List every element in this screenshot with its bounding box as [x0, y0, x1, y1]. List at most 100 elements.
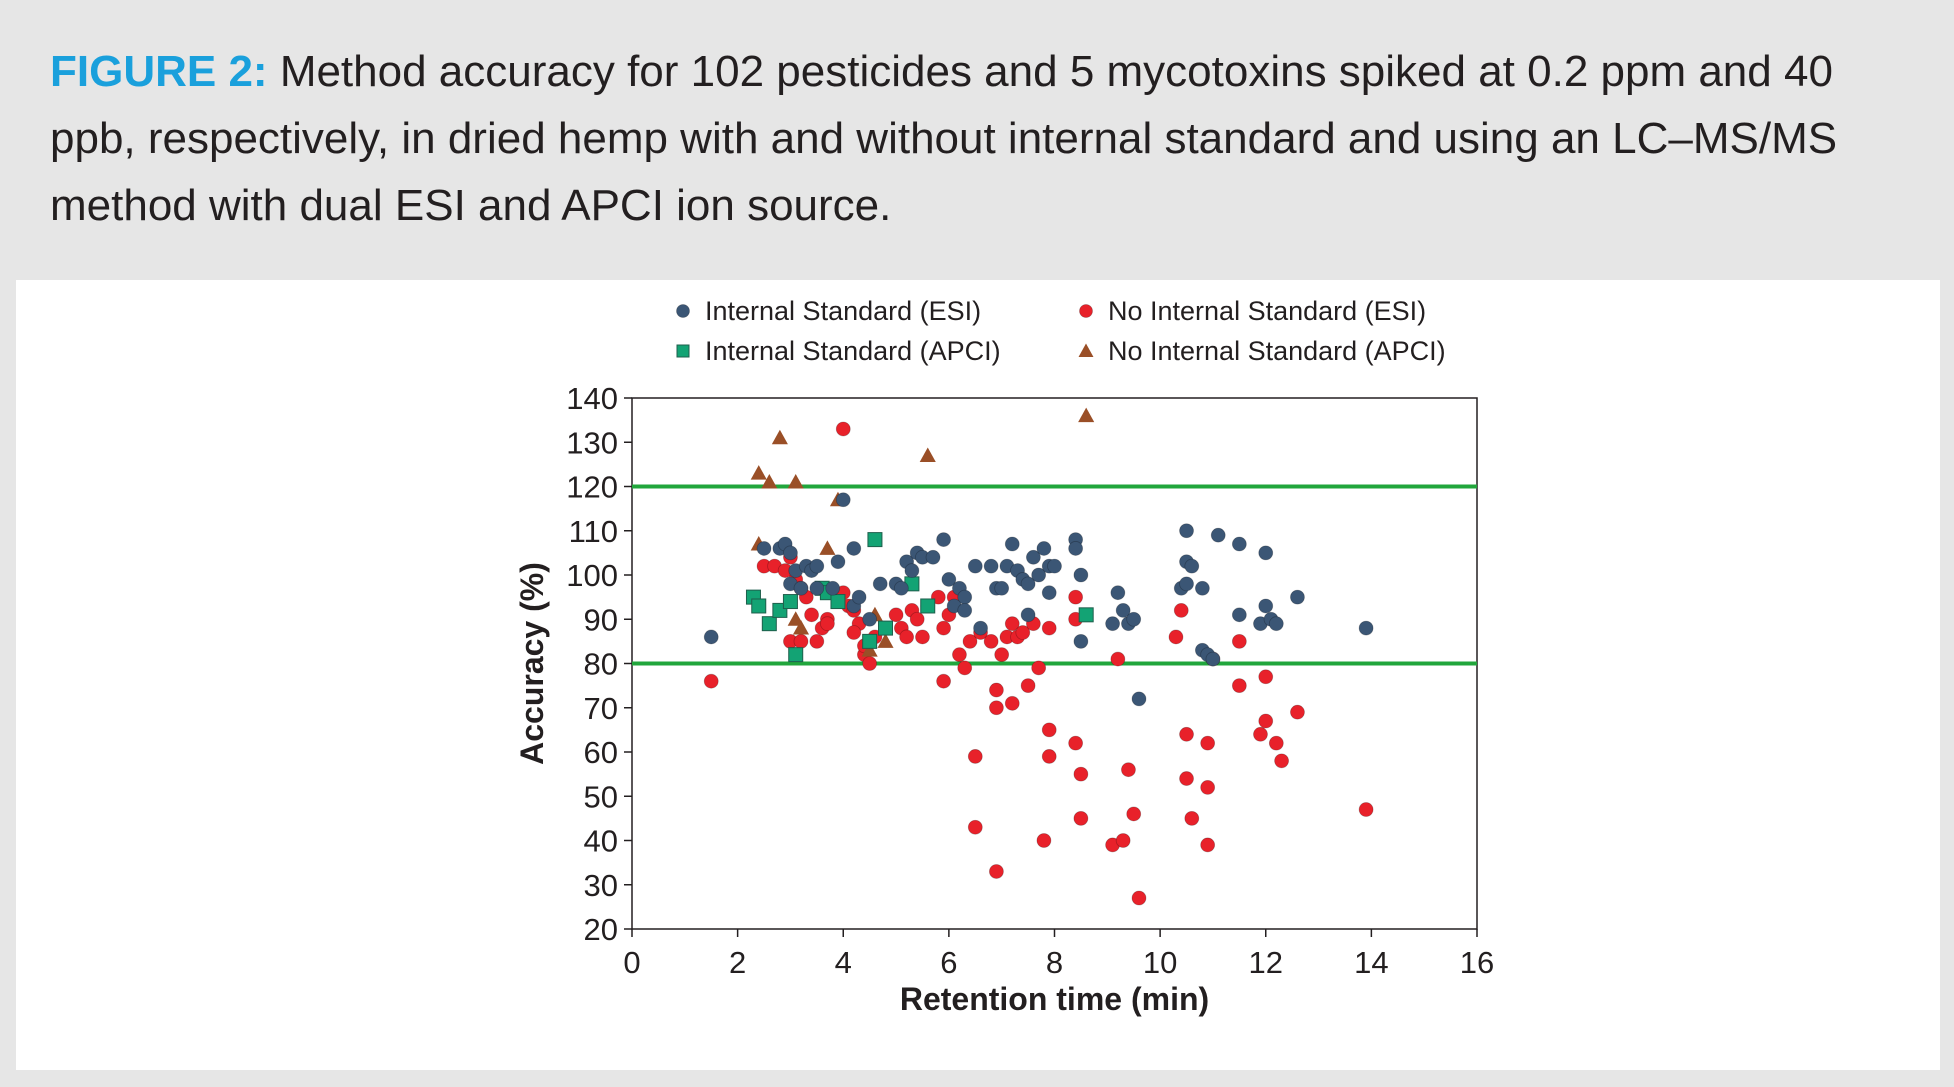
y-tick-label: 30 — [584, 868, 618, 903]
point-nois-esi — [1131, 890, 1147, 906]
point-nois-esi — [1200, 779, 1216, 795]
point-is-esi — [1020, 607, 1036, 623]
scatter-chart: 20 30 40 50 60 70 80 90 100 110 120 130 140 0 2 4 6 8 10 12… — [514, 296, 1494, 1017]
y-tick-label: 100 — [566, 558, 618, 593]
point-is-esi — [756, 541, 772, 556]
point-is-esi — [904, 563, 920, 578]
point-is-esi — [1073, 633, 1089, 649]
point-nois-esi — [809, 633, 825, 649]
point-nois-esi — [1173, 602, 1189, 618]
point-is-esi — [1179, 576, 1194, 592]
x-tick-label: 10 — [1143, 945, 1177, 980]
point-nois-esi — [1068, 589, 1084, 605]
point-nois-esi — [989, 682, 1004, 698]
point-nois-apci — [877, 633, 894, 648]
point-is-esi — [925, 549, 941, 565]
point-is-esi — [936, 532, 951, 548]
point-nois-esi — [1258, 713, 1274, 729]
point-is-apci — [761, 616, 777, 632]
point-nois-apci — [861, 642, 878, 657]
point-is-esi — [835, 492, 851, 508]
point-is-esi — [1194, 580, 1210, 596]
point-nois-esi — [1258, 669, 1274, 685]
point-nois-apci — [1078, 407, 1095, 423]
x-tick-label: 8 — [1046, 945, 1063, 980]
point-is-esi — [1131, 691, 1147, 707]
point-is-esi — [1231, 607, 1247, 623]
point-is-esi — [1290, 589, 1305, 605]
legend-label: Internal Standard (APCI) — [705, 336, 1001, 366]
point-nois-esi — [899, 629, 915, 645]
point-is-esi — [973, 620, 988, 636]
y-tick-label: 50 — [584, 779, 618, 814]
point-is-esi — [1358, 620, 1374, 636]
point-nois-apci — [750, 465, 767, 480]
point-is-esi — [893, 580, 909, 596]
point-nois-apci — [919, 447, 936, 462]
point-nois-esi — [1268, 735, 1284, 751]
point-nois-esi — [1036, 833, 1052, 848]
point-is-esi — [809, 558, 825, 574]
point-nois-esi — [1041, 722, 1057, 738]
point-is-esi — [994, 580, 1010, 596]
point-is-esi — [967, 558, 983, 574]
point-nois-esi — [793, 633, 809, 649]
point-is-esi — [872, 576, 888, 592]
point-nois-esi — [962, 633, 978, 649]
y-tick-label: 140 — [566, 381, 618, 416]
legend: Internal Standard (ESI) Internal Standard… — [676, 296, 1446, 366]
point-nois-esi — [1004, 616, 1020, 632]
legend-marker — [676, 304, 690, 318]
point-is-esi — [1068, 541, 1084, 556]
legend-label: No Internal Standard (ESI) — [1108, 296, 1426, 326]
point-nois-esi — [862, 656, 878, 671]
point-nois-esi — [888, 607, 904, 623]
point-is-esi — [957, 602, 973, 618]
point-nois-esi — [967, 819, 983, 835]
point-is-esi — [1041, 585, 1057, 601]
point-nois-esi — [1290, 704, 1305, 720]
point-nois-apci — [771, 429, 788, 445]
point-nois-esi — [1068, 735, 1084, 751]
x-tick-label: 16 — [1460, 945, 1494, 980]
y-tick-label: 40 — [584, 824, 618, 859]
figure-caption-text: Method accuracy for 102 pesticides and 5… — [50, 47, 1838, 230]
point-is-esi — [1110, 585, 1126, 601]
point-nois-esi — [952, 647, 967, 663]
figure-label: FIGURE 2: — [50, 47, 268, 96]
point-is-esi — [1105, 616, 1120, 632]
point-nois-esi — [1179, 771, 1194, 786]
point-is-esi — [1115, 602, 1131, 618]
point-nois-esi — [989, 864, 1004, 879]
x-tick-label: 14 — [1354, 945, 1388, 980]
point-nois-esi — [820, 616, 835, 632]
point-is-esi — [1205, 651, 1221, 667]
legend-label: Internal Standard (ESI) — [705, 296, 981, 326]
data-points — [703, 407, 1374, 906]
point-is-esi — [1126, 611, 1142, 627]
point-is-esi — [1258, 598, 1274, 614]
point-nois-apci — [792, 620, 810, 635]
y-tick-label: 130 — [566, 425, 618, 460]
point-nois-esi — [804, 607, 819, 623]
point-is-apci — [862, 633, 878, 649]
point-nois-esi — [1126, 806, 1142, 822]
point-nois-esi — [1031, 660, 1047, 676]
x-tick-label: 12 — [1249, 945, 1283, 980]
y-tick-label: 70 — [584, 691, 618, 726]
point-is-esi — [1258, 545, 1274, 561]
point-nois-esi — [1110, 651, 1126, 667]
point-nois-esi — [1184, 810, 1200, 826]
legend-marker — [676, 344, 690, 358]
point-is-esi — [1031, 567, 1047, 583]
x-tick-label: 6 — [940, 945, 957, 980]
y-tick-label: 120 — [566, 470, 618, 505]
legend-marker — [1078, 343, 1094, 357]
legend-marker — [1079, 304, 1093, 318]
point-nois-esi — [1121, 762, 1136, 778]
point-is-esi — [851, 589, 867, 605]
point-is-apci — [751, 598, 767, 614]
point-nois-esi — [1041, 749, 1057, 764]
point-is-esi — [703, 629, 719, 645]
y-tick-label: 20 — [584, 912, 618, 947]
